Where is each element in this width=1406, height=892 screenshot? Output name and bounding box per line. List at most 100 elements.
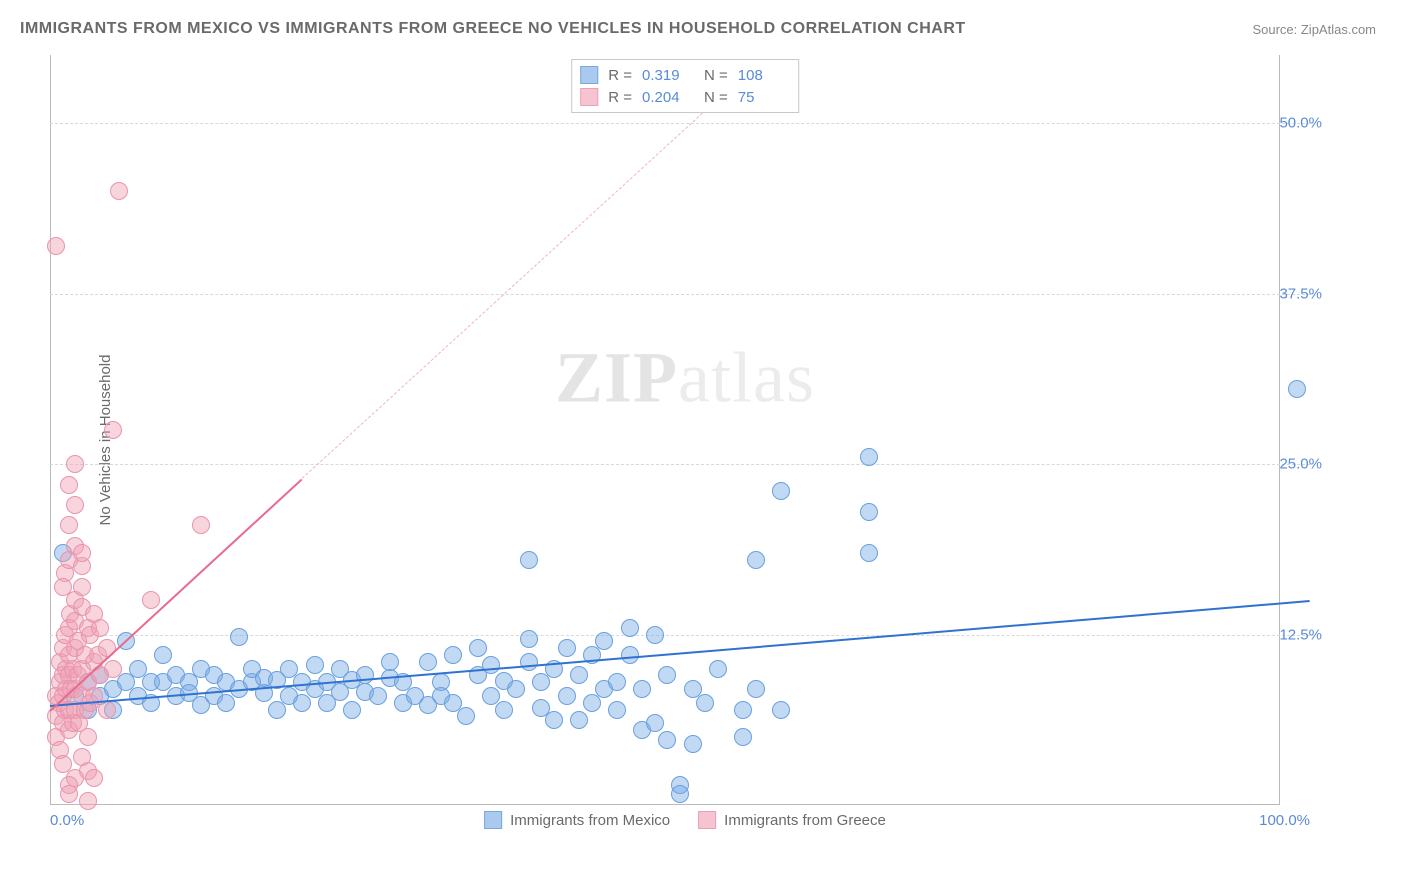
scatter-point bbox=[381, 653, 399, 671]
scatter-point bbox=[192, 516, 210, 534]
scatter-point bbox=[621, 619, 639, 637]
scatter-point bbox=[73, 544, 91, 562]
legend-label-greece: Immigrants from Greece bbox=[724, 812, 886, 829]
scatter-point bbox=[658, 731, 676, 749]
legend-item-greece: Immigrants from Greece bbox=[698, 811, 886, 829]
n-label: N = bbox=[704, 67, 728, 84]
legend-item-mexico: Immigrants from Mexico bbox=[484, 811, 670, 829]
r-label: R = bbox=[608, 89, 632, 106]
scatter-point bbox=[142, 591, 160, 609]
legend-row-greece: R = 0.204 N = 75 bbox=[580, 86, 790, 108]
scatter-point bbox=[154, 646, 172, 664]
scatter-point bbox=[54, 578, 72, 596]
plot-region: ZIPatlas R = 0.319 N = 108 R = 0.204 N =… bbox=[50, 55, 1320, 825]
correlation-legend: R = 0.319 N = 108 R = 0.204 N = 75 bbox=[571, 59, 799, 113]
scatter-point bbox=[558, 639, 576, 657]
scatter-point bbox=[772, 482, 790, 500]
scatter-point bbox=[646, 626, 664, 644]
scatter-point bbox=[520, 630, 538, 648]
scatter-point bbox=[734, 701, 752, 719]
scatter-point bbox=[621, 646, 639, 664]
scatter-point bbox=[268, 701, 286, 719]
scatter-point bbox=[98, 701, 116, 719]
scatter-point bbox=[47, 237, 65, 255]
x-tick-label: 100.0% bbox=[1259, 812, 1310, 829]
scatter-point bbox=[860, 448, 878, 466]
gridline bbox=[50, 123, 1310, 124]
scatter-point bbox=[860, 544, 878, 562]
scatter-point bbox=[91, 619, 109, 637]
scatter-point bbox=[60, 785, 78, 803]
y-tick-label: 25.0% bbox=[1279, 456, 1322, 473]
swatch-mexico bbox=[484, 811, 502, 829]
scatter-point bbox=[684, 735, 702, 753]
scatter-point bbox=[230, 628, 248, 646]
regression-line bbox=[302, 76, 744, 479]
scatter-point bbox=[558, 687, 576, 705]
scatter-point bbox=[608, 701, 626, 719]
source-attribution: Source: ZipAtlas.com bbox=[1252, 22, 1376, 37]
y-tick-label: 50.0% bbox=[1279, 115, 1322, 132]
chart-area: No Vehicles in Household ZIPatlas R = 0.… bbox=[50, 55, 1350, 825]
scatter-point bbox=[343, 701, 361, 719]
scatter-point bbox=[520, 551, 538, 569]
n-value-greece: 75 bbox=[738, 89, 790, 106]
scatter-point bbox=[293, 694, 311, 712]
scatter-point bbox=[633, 680, 651, 698]
scatter-point bbox=[1288, 380, 1306, 398]
scatter-point bbox=[60, 476, 78, 494]
scatter-point bbox=[110, 182, 128, 200]
scatter-point bbox=[306, 656, 324, 674]
n-label: N = bbox=[704, 89, 728, 106]
r-value-mexico: 0.319 bbox=[642, 67, 694, 84]
scatter-point bbox=[570, 666, 588, 684]
scatter-point bbox=[469, 639, 487, 657]
scatter-point bbox=[73, 748, 91, 766]
swatch-mexico bbox=[580, 66, 598, 84]
scatter-point bbox=[79, 792, 97, 810]
scatter-point bbox=[457, 707, 475, 725]
scatter-point bbox=[495, 701, 513, 719]
scatter-point bbox=[570, 711, 588, 729]
scatter-point bbox=[60, 516, 78, 534]
n-value-mexico: 108 bbox=[738, 67, 790, 84]
scatter-point bbox=[532, 673, 550, 691]
scatter-point bbox=[482, 656, 500, 674]
scatter-point bbox=[747, 680, 765, 698]
gridline bbox=[50, 464, 1310, 465]
y-tick-label: 12.5% bbox=[1279, 626, 1322, 643]
legend-label-mexico: Immigrants from Mexico bbox=[510, 812, 670, 829]
scatter-point bbox=[419, 653, 437, 671]
x-tick-label: 0.0% bbox=[50, 812, 84, 829]
scatter-point bbox=[104, 660, 122, 678]
scatter-point bbox=[545, 711, 563, 729]
scatter-point bbox=[772, 701, 790, 719]
scatter-point bbox=[658, 666, 676, 684]
scatter-point bbox=[709, 660, 727, 678]
swatch-greece bbox=[698, 811, 716, 829]
scatter-point bbox=[66, 455, 84, 473]
scatter-point bbox=[356, 666, 374, 684]
scatter-point bbox=[583, 694, 601, 712]
scatter-point bbox=[520, 653, 538, 671]
scatter-point bbox=[66, 496, 84, 514]
scatter-point bbox=[595, 632, 613, 650]
scatter-point bbox=[444, 646, 462, 664]
r-value-greece: 0.204 bbox=[642, 89, 694, 106]
scatter-point bbox=[79, 728, 97, 746]
scatter-point bbox=[369, 687, 387, 705]
scatter-point bbox=[747, 551, 765, 569]
watermark: ZIPatlas bbox=[555, 337, 815, 420]
scatter-point bbox=[104, 421, 122, 439]
scatter-point bbox=[73, 578, 91, 596]
y-axis-right bbox=[1279, 55, 1280, 805]
scatter-point bbox=[98, 639, 116, 657]
scatter-point bbox=[671, 785, 689, 803]
scatter-point bbox=[860, 503, 878, 521]
legend-row-mexico: R = 0.319 N = 108 bbox=[580, 64, 790, 86]
page-title: IMMIGRANTS FROM MEXICO VS IMMIGRANTS FRO… bbox=[20, 20, 966, 38]
scatter-point bbox=[696, 694, 714, 712]
series-legend: Immigrants from Mexico Immigrants from G… bbox=[484, 811, 886, 829]
r-label: R = bbox=[608, 67, 632, 84]
scatter-point bbox=[217, 694, 235, 712]
